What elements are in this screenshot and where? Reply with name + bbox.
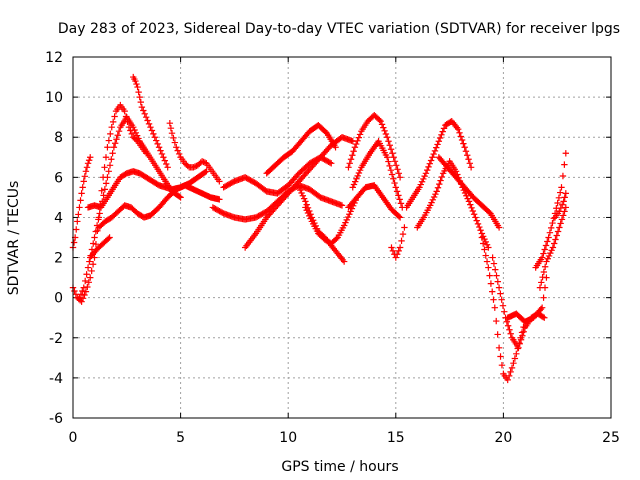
x-tick-label: 15 xyxy=(387,430,405,446)
series-trace-27 xyxy=(551,190,570,221)
grid xyxy=(73,57,611,418)
series-trace-8 xyxy=(87,234,113,261)
data-marker-trace xyxy=(130,73,171,171)
y-tick-label: -4 xyxy=(49,371,63,387)
axis-ticks: 0 5 10 15 20 25 -6 -4 -2 0 2 4 6 8 10 12 xyxy=(45,50,620,446)
x-tick-label: 20 xyxy=(494,430,512,446)
data-points xyxy=(69,73,570,384)
y-tick-label: 12 xyxy=(45,50,63,66)
y-tick-label: 6 xyxy=(54,170,63,186)
y-tick-label: 2 xyxy=(54,251,63,267)
series-trace-21 xyxy=(435,154,503,231)
series-trace-26 xyxy=(536,204,570,291)
x-tick-label: 0 xyxy=(69,430,78,446)
y-tick-label: -2 xyxy=(49,331,63,347)
data-marker-trace xyxy=(414,158,492,251)
y-tick-label: 0 xyxy=(54,291,63,307)
x-tick-label: 25 xyxy=(602,430,620,446)
data-marker-trace xyxy=(532,150,570,271)
series-trace-12 xyxy=(263,121,339,177)
series-trace-4 xyxy=(130,73,171,171)
data-marker-trace xyxy=(345,111,404,181)
series-trace-16 xyxy=(349,138,406,211)
data-marker-trace xyxy=(403,117,475,211)
data-marker-trace xyxy=(504,274,550,325)
series-trace-17 xyxy=(345,182,404,221)
series-trace-19 xyxy=(403,117,475,211)
data-marker-trace xyxy=(95,182,223,231)
plot-frame xyxy=(72,56,612,419)
series-trace-5 xyxy=(166,119,223,185)
y-axis-label: SDTVAR / TECUs xyxy=(6,181,22,296)
data-marker-trace xyxy=(388,224,408,261)
series-trace-24 xyxy=(504,274,550,325)
data-marker-trace xyxy=(345,182,404,221)
data-marker-trace xyxy=(302,194,361,247)
x-tick-label: 5 xyxy=(176,430,185,446)
series-trace-11 xyxy=(241,134,356,251)
y-tick-label: 8 xyxy=(54,130,63,146)
series-trace-20 xyxy=(414,158,492,251)
series-trace-15 xyxy=(345,111,404,181)
data-marker-trace xyxy=(263,121,339,177)
series-trace-14 xyxy=(302,194,361,247)
series-trace-18 xyxy=(388,224,408,261)
data-marker-trace xyxy=(87,234,113,261)
series-trace-7 xyxy=(95,182,223,231)
data-marker-trace xyxy=(166,119,223,185)
y-tick-label: -6 xyxy=(49,411,63,427)
data-marker-trace xyxy=(536,204,570,291)
chart-title: Day 283 of 2023, Sidereal Day-to-day VTE… xyxy=(58,21,620,37)
y-tick-label: 4 xyxy=(54,210,63,226)
data-marker-trace xyxy=(241,134,356,251)
data-marker-trace xyxy=(349,138,406,211)
y-tick-label: 10 xyxy=(45,90,63,106)
data-marker-trace xyxy=(551,190,570,221)
data-marker-trace xyxy=(435,154,503,231)
x-axis-label: GPS time / hours xyxy=(281,459,398,475)
x-tick-label: 10 xyxy=(279,430,297,446)
series-trace-25 xyxy=(532,150,570,271)
